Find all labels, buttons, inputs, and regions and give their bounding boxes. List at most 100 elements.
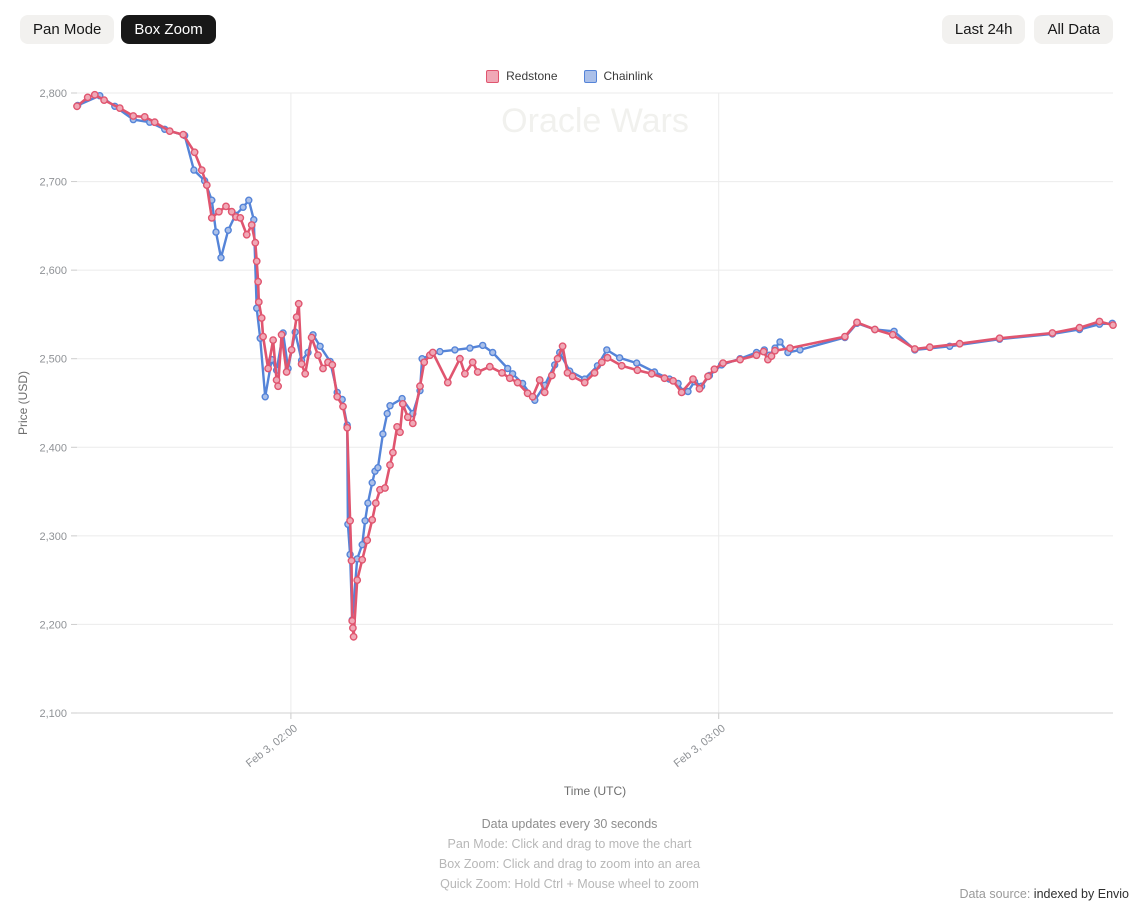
redstone-point[interactable] (83, 93, 92, 102)
redstone-point[interactable] (140, 113, 149, 121)
box-zoom-button[interactable]: Box Zoom (121, 15, 216, 44)
redstone-point[interactable] (396, 428, 404, 437)
chainlink-point[interactable] (190, 166, 198, 174)
redstone-point[interactable] (165, 127, 174, 136)
redstone-point[interactable] (428, 348, 437, 357)
legend-item-redstone[interactable]: Redstone (486, 69, 558, 83)
redstone-point[interactable] (535, 376, 544, 384)
redstone-point[interactable] (179, 130, 188, 139)
redstone-point[interactable] (677, 388, 686, 397)
redstone-point[interactable] (1109, 321, 1117, 329)
redstone-point[interactable] (371, 499, 380, 507)
redstone-point[interactable] (363, 536, 372, 545)
redstone-point[interactable] (669, 376, 677, 385)
redstone-point[interactable] (548, 371, 556, 380)
redstone-point[interactable] (871, 325, 879, 334)
redstone-point[interactable] (358, 555, 367, 564)
chainlink-point[interactable] (316, 342, 324, 350)
redstone-point[interactable] (647, 369, 656, 378)
redstone-point[interactable] (190, 148, 199, 157)
redstone-point[interactable] (348, 617, 357, 625)
redstone-point[interactable] (328, 360, 337, 369)
redstone-point[interactable] (689, 375, 697, 383)
redstone-point[interactable] (348, 624, 357, 632)
redstone-point[interactable] (485, 362, 494, 371)
redstone-point[interactable] (301, 369, 310, 378)
redstone-point[interactable] (955, 339, 964, 348)
redstone-point[interactable] (100, 96, 109, 105)
redstone-point[interactable] (455, 354, 464, 363)
redstone-point[interactable] (346, 516, 354, 525)
chainlink-point[interactable] (224, 226, 232, 235)
redstone-point[interactable] (388, 448, 397, 457)
redstone-point[interactable] (347, 556, 356, 565)
redstone-point[interactable] (368, 516, 377, 524)
chainlink-point[interactable] (633, 359, 641, 367)
redstone-point[interactable] (353, 576, 362, 584)
chainlink-point[interactable] (615, 354, 624, 362)
chainlink-point[interactable] (466, 344, 474, 352)
all-data-button[interactable]: All Data (1034, 15, 1113, 44)
redstone-point[interactable] (381, 484, 389, 492)
redstone-point[interactable] (468, 358, 477, 367)
chainlink-point[interactable] (603, 346, 611, 354)
redstone-point[interactable] (307, 333, 316, 342)
redstone-point[interactable] (294, 299, 303, 308)
redstone-point[interactable] (888, 330, 897, 339)
redstone-point[interactable] (995, 334, 1004, 343)
redstone-point[interactable] (558, 342, 567, 351)
redstone-point[interactable] (214, 207, 223, 216)
chainlink-point[interactable] (479, 341, 487, 350)
redstone-point[interactable] (297, 360, 306, 368)
redstone-point[interactable] (1095, 317, 1104, 326)
redstone-point[interactable] (222, 202, 230, 211)
chainlink-point[interactable] (212, 228, 220, 236)
redstone-point[interactable] (257, 314, 266, 322)
redstone-point[interactable] (287, 345, 296, 354)
redstone-point[interactable] (771, 346, 779, 355)
redstone-point[interactable] (129, 112, 138, 120)
redstone-point[interactable] (568, 372, 577, 381)
redstone-point[interactable] (227, 207, 236, 216)
redstone-point[interactable] (695, 384, 704, 393)
redstone-point[interactable] (398, 399, 407, 408)
redstone-point[interactable] (841, 332, 849, 341)
redstone-point[interactable] (633, 366, 642, 375)
redstone-point[interactable] (272, 376, 281, 384)
chainlink-point[interactable] (361, 517, 369, 525)
redstone-point[interactable] (403, 413, 412, 422)
redstone-point[interactable] (264, 364, 272, 373)
redstone-point[interactable] (513, 378, 522, 387)
redstone-point[interactable] (252, 257, 261, 266)
redstone-point[interactable] (853, 318, 861, 327)
redstone-point[interactable] (386, 461, 394, 469)
redstone-point[interactable] (473, 368, 482, 376)
redstone-point[interactable] (339, 402, 347, 411)
redstone-point[interactable] (617, 361, 626, 370)
chainlink-point[interactable] (386, 402, 394, 410)
chainlink-point[interactable] (374, 464, 382, 472)
redstone-point[interactable] (420, 358, 429, 367)
redstone-point[interactable] (349, 632, 358, 641)
redstone-point[interactable] (460, 369, 469, 378)
chainlink-point[interactable] (379, 430, 387, 438)
redstone-point[interactable] (207, 213, 216, 222)
chainlink-point[interactable] (451, 346, 459, 354)
redstone-point[interactable] (254, 298, 263, 306)
redstone-point[interactable] (314, 351, 322, 360)
redstone-point[interactable] (603, 353, 612, 362)
chainlink-point[interactable] (383, 409, 391, 418)
redstone-point[interactable] (202, 181, 211, 190)
chainlink-point[interactable] (796, 346, 804, 354)
redstone-point[interactable] (90, 90, 99, 99)
redstone-point[interactable] (925, 343, 934, 352)
redstone-point[interactable] (710, 365, 719, 374)
chainlink-point[interactable] (489, 348, 497, 357)
redstone-point[interactable] (115, 104, 124, 113)
redstone-point[interactable] (282, 368, 291, 376)
redstone-point[interactable] (197, 166, 206, 175)
redstone-point[interactable] (73, 102, 81, 111)
chainlink-point[interactable] (776, 338, 784, 346)
redstone-point[interactable] (597, 358, 606, 367)
redstone-point[interactable] (553, 354, 562, 363)
